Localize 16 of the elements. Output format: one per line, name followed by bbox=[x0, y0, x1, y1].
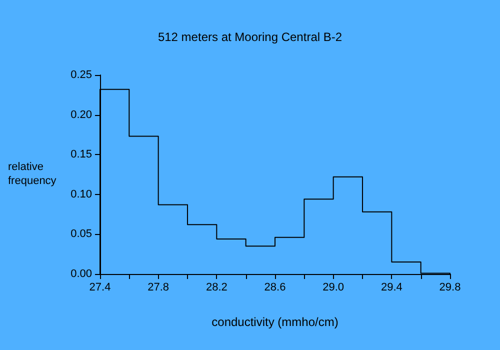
chart-title: 512 meters at Mooring Central B-2 bbox=[158, 30, 342, 44]
x-tick-label: 27.4 bbox=[89, 282, 111, 294]
x-tick-label: 27.8 bbox=[148, 282, 170, 294]
y-tick-label: 0.15 bbox=[70, 148, 92, 161]
x-tick-label: 28.2 bbox=[206, 282, 228, 294]
x-tick-label: 29.8 bbox=[439, 282, 461, 294]
y-axis-title: relative frequency bbox=[8, 161, 57, 187]
y-tick-label: 0.10 bbox=[70, 188, 92, 200]
x-tick-label: 29.0 bbox=[322, 282, 344, 294]
y-tick-label: 0.05 bbox=[70, 228, 92, 240]
y-tick-label: 0.00 bbox=[70, 268, 92, 280]
y-tick-label: 0.20 bbox=[70, 108, 92, 121]
x-tick-label: 29.4 bbox=[380, 282, 402, 294]
y-tick-label: 0.25 bbox=[70, 69, 92, 81]
x-tick-label: 28.6 bbox=[264, 282, 286, 294]
x-axis-title: conductivity (mmho/cm) bbox=[212, 315, 338, 329]
